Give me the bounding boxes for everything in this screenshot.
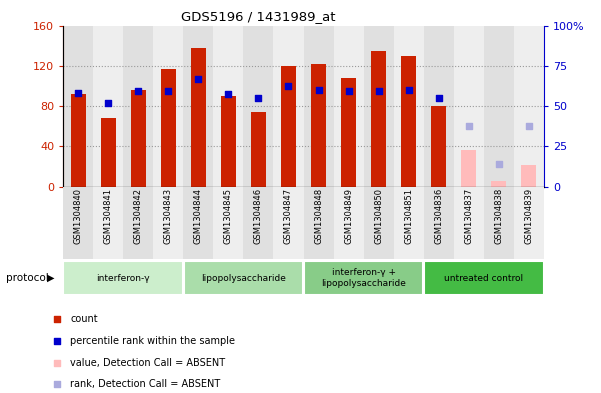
Bar (93, 26, 123, 187)
Text: GSM1304849: GSM1304849 (344, 188, 353, 244)
Bar (63, 26, 93, 187)
Bar (153, 26, 183, 187)
Bar (71, 94, 85, 187)
Text: interferon-γ +
lipopolysaccharide: interferon-γ + lipopolysaccharide (321, 268, 406, 288)
Bar (454, 26, 484, 187)
Bar (401, 56, 416, 187)
Bar (394, 26, 424, 187)
Bar (191, 48, 206, 187)
Point (314, 87, 323, 93)
Bar (371, 51, 386, 187)
Bar (273, 26, 304, 187)
Text: untreated control: untreated control (444, 274, 523, 283)
Point (464, 123, 474, 129)
Point (73, 90, 83, 96)
Bar (334, 26, 364, 187)
Bar (484, 187, 514, 259)
Bar (334, 187, 364, 259)
Text: GSM1304841: GSM1304841 (104, 188, 112, 244)
Bar (304, 26, 334, 187)
Point (133, 88, 143, 94)
Text: GSM1304843: GSM1304843 (164, 188, 172, 244)
Bar (454, 187, 484, 259)
Text: GSM1304840: GSM1304840 (74, 188, 82, 244)
Bar (364, 26, 394, 187)
Point (374, 88, 383, 94)
Bar (424, 187, 454, 259)
Point (494, 161, 504, 167)
Bar (160, 69, 175, 187)
Bar (213, 187, 243, 259)
Bar (304, 187, 334, 259)
Point (524, 123, 534, 129)
Bar (281, 66, 296, 187)
Text: GSM1304844: GSM1304844 (194, 188, 203, 244)
Bar (424, 26, 454, 187)
Text: rank, Detection Call = ABSENT: rank, Detection Call = ABSENT (70, 379, 221, 389)
Point (53, 359, 62, 365)
Bar (63, 187, 93, 259)
Point (434, 95, 444, 101)
Text: GSM1304848: GSM1304848 (314, 188, 323, 244)
Bar (130, 90, 145, 187)
Bar (432, 106, 446, 187)
Bar (491, 181, 506, 187)
FancyBboxPatch shape (184, 261, 303, 295)
Text: GSM1304838: GSM1304838 (495, 188, 503, 244)
Text: count: count (70, 314, 97, 324)
Point (103, 100, 113, 106)
Text: value, Detection Call = ABSENT: value, Detection Call = ABSENT (70, 358, 225, 367)
Point (284, 83, 293, 89)
Bar (183, 187, 213, 259)
Text: GSM1304839: GSM1304839 (525, 188, 533, 244)
Bar (521, 165, 536, 187)
Bar (183, 26, 213, 187)
FancyBboxPatch shape (424, 261, 543, 295)
Bar (341, 78, 356, 187)
Bar (462, 151, 476, 187)
FancyBboxPatch shape (304, 261, 423, 295)
Text: lipopolysaccharide: lipopolysaccharide (201, 274, 286, 283)
Text: GSM1304846: GSM1304846 (254, 188, 263, 244)
Text: GSM1304847: GSM1304847 (284, 188, 293, 244)
Text: interferon-γ: interferon-γ (96, 274, 150, 283)
Bar (100, 118, 115, 187)
Bar (123, 26, 153, 187)
Bar (251, 112, 266, 187)
Bar (153, 187, 183, 259)
Bar (514, 26, 544, 187)
Point (53, 316, 62, 322)
FancyBboxPatch shape (64, 261, 183, 295)
Bar (394, 187, 424, 259)
Point (194, 76, 203, 82)
Bar (514, 187, 544, 259)
Point (344, 88, 353, 94)
Text: GSM1304850: GSM1304850 (374, 188, 383, 244)
Text: GDS5196 / 1431989_at: GDS5196 / 1431989_at (181, 10, 336, 23)
Bar (93, 187, 123, 259)
Bar (213, 26, 243, 187)
Point (53, 381, 62, 387)
Text: percentile rank within the sample: percentile rank within the sample (70, 336, 235, 346)
Text: GSM1304836: GSM1304836 (435, 188, 443, 244)
Point (53, 338, 62, 344)
Text: GSM1304837: GSM1304837 (465, 188, 473, 244)
Bar (311, 64, 326, 187)
Point (404, 87, 413, 93)
Text: GSM1304845: GSM1304845 (224, 188, 233, 244)
Bar (364, 187, 394, 259)
Point (163, 88, 173, 94)
Bar (221, 96, 236, 187)
Bar (243, 187, 273, 259)
Text: protocol: protocol (6, 273, 49, 283)
Text: ▶: ▶ (47, 273, 54, 283)
Bar (123, 187, 153, 259)
Text: GSM1304842: GSM1304842 (134, 188, 142, 244)
Point (224, 91, 233, 97)
Bar (484, 26, 514, 187)
Point (254, 95, 263, 101)
Text: GSM1304851: GSM1304851 (404, 188, 413, 244)
Bar (243, 26, 273, 187)
Bar (273, 187, 304, 259)
